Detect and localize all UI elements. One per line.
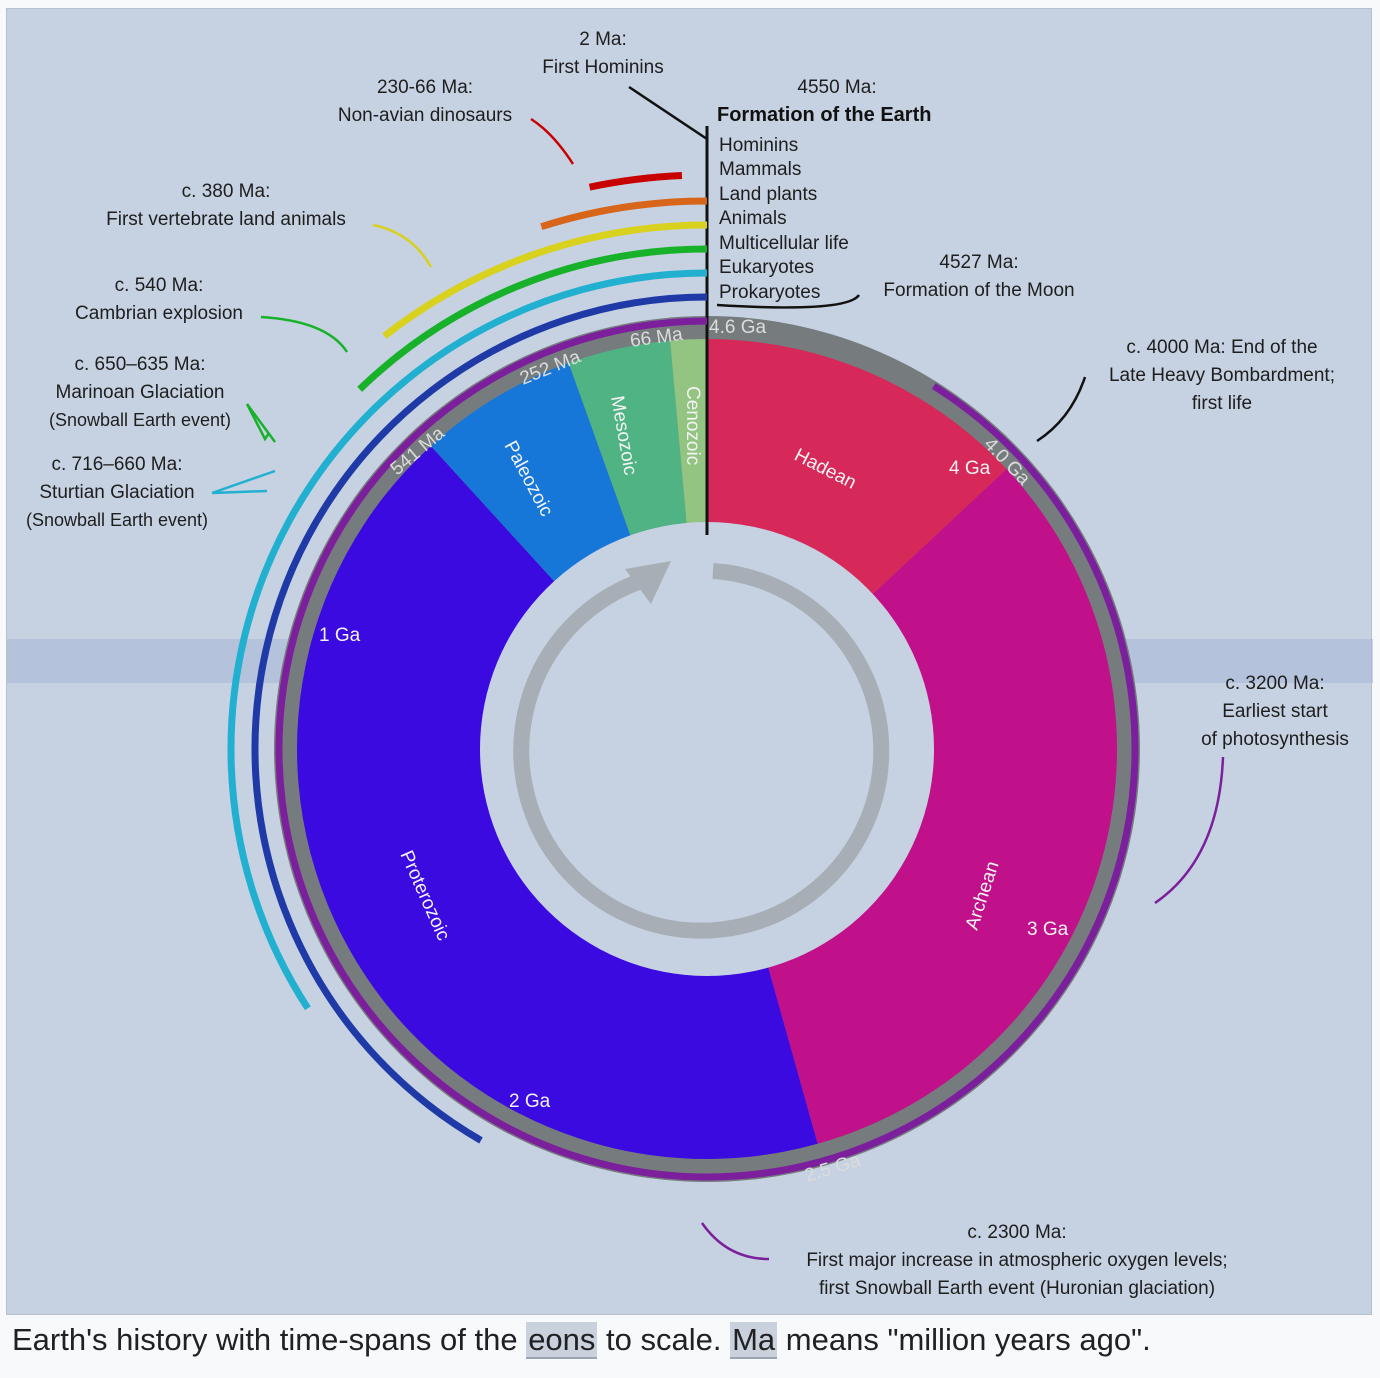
tick-label-2-ga: 2 Ga — [509, 1091, 551, 1112]
land-animals-date: c. 380 Ma: — [182, 181, 271, 202]
lhb-label: Late Heavy Bombardment; — [1109, 365, 1335, 386]
eon-label-cenozoic: Cenozoic — [682, 386, 703, 465]
tick-label-1-ga: 1 Ga — [319, 625, 361, 646]
leader-lines — [211, 85, 1225, 1261]
caption-text-start: Earth's history with time-spans of the — [12, 1322, 527, 1357]
life-arcs — [227, 172, 1139, 1181]
caption-text-mid: to scale. — [597, 1322, 731, 1357]
sturtian-label: Sturtian Glaciation — [39, 482, 194, 503]
moon-label: Formation of the Moon — [883, 280, 1074, 301]
ma-link[interactable]: Ma — [730, 1322, 778, 1359]
earth-history-diagram: 4.6 Ga 4.0 Ga 2.5 Ga 541 Ma 252 Ma 66 Ma… — [6, 8, 1373, 1315]
arc-label-land-plants: Land plants — [719, 184, 817, 205]
lhb-date: c. 4000 Ma: End of the — [1126, 337, 1317, 358]
oxygen-label: First major increase in atmospheric oxyg… — [806, 1250, 1227, 1271]
oxygen-note: first Snowball Earth event (Huronian gla… — [819, 1278, 1215, 1299]
marinoan-label: Marinoan Glaciation — [56, 382, 225, 403]
moon-date: 4527 Ma: — [939, 252, 1018, 273]
earth-label: Formation of the Earth — [717, 104, 931, 126]
dinosaurs-date: 230-66 Ma: — [377, 77, 473, 98]
center-hole — [480, 522, 934, 976]
arc-label-animals: Animals — [719, 208, 787, 229]
photosynthesis-note: of photosynthesis — [1201, 729, 1349, 750]
arc-label-hominins: Hominins — [719, 135, 798, 156]
cambrian-label: Cambrian explosion — [75, 303, 243, 324]
life-arc-multicellular-life — [227, 269, 708, 1011]
oxygen-date: c. 2300 Ma: — [967, 1222, 1066, 1243]
lhb-note: first life — [1192, 393, 1252, 414]
cambrian-date: c. 540 Ma: — [115, 275, 204, 296]
life-arc-land-plants — [382, 221, 708, 339]
arc-label-eukaryotes: Eukaryotes — [719, 257, 814, 278]
arc-label-multicellular: Multicellular life — [719, 233, 849, 254]
arc-label-mammals: Mammals — [719, 159, 801, 180]
eons-link[interactable]: eons — [526, 1322, 598, 1359]
hominins-date: 2 Ma: — [579, 29, 627, 50]
arc-label-prokaryotes: Prokaryotes — [719, 282, 820, 303]
figure-caption: Earth's history with time-spans of the e… — [12, 1322, 1372, 1359]
sturtian-note: (Snowball Earth event) — [26, 510, 208, 530]
life-arc-mammals — [540, 197, 708, 230]
life-arc-eukaryotes — [251, 293, 708, 1144]
tick-label-3-ga: 3 Ga — [1027, 919, 1069, 940]
clock-arrow — [513, 563, 890, 939]
sturtian-date: c. 716–660 Ma: — [52, 454, 183, 475]
land-animals-label: First vertebrate land animals — [106, 209, 346, 230]
caption-text-end: means "million years ago". — [777, 1322, 1151, 1357]
diagram-canvas: 4.6 Ga 4.0 Ga 2.5 Ga 541 Ma 252 Ma 66 Ma… — [26, 29, 1349, 1299]
earth-date: 4550 Ma: — [797, 77, 876, 98]
life-arc-prokaryotes — [275, 317, 1139, 1181]
hominins-label: First Hominins — [542, 57, 663, 78]
life-arc-animals — [357, 245, 708, 392]
ring-label-4-6-ga: 4.6 Ga — [709, 317, 766, 338]
photosynthesis-date: c. 3200 Ma: — [1225, 673, 1324, 694]
life-arc-hominins — [588, 172, 683, 191]
marinoan-date: c. 650–635 Ma: — [75, 354, 206, 375]
clock-arrow-head — [625, 561, 671, 604]
photosynthesis-label: Earliest start — [1222, 701, 1328, 722]
dinosaurs-label: Non-avian dinosaurs — [338, 105, 512, 126]
tick-label-4-ga: 4 Ga — [949, 458, 991, 479]
marinoan-note: (Snowball Earth event) — [49, 410, 231, 430]
